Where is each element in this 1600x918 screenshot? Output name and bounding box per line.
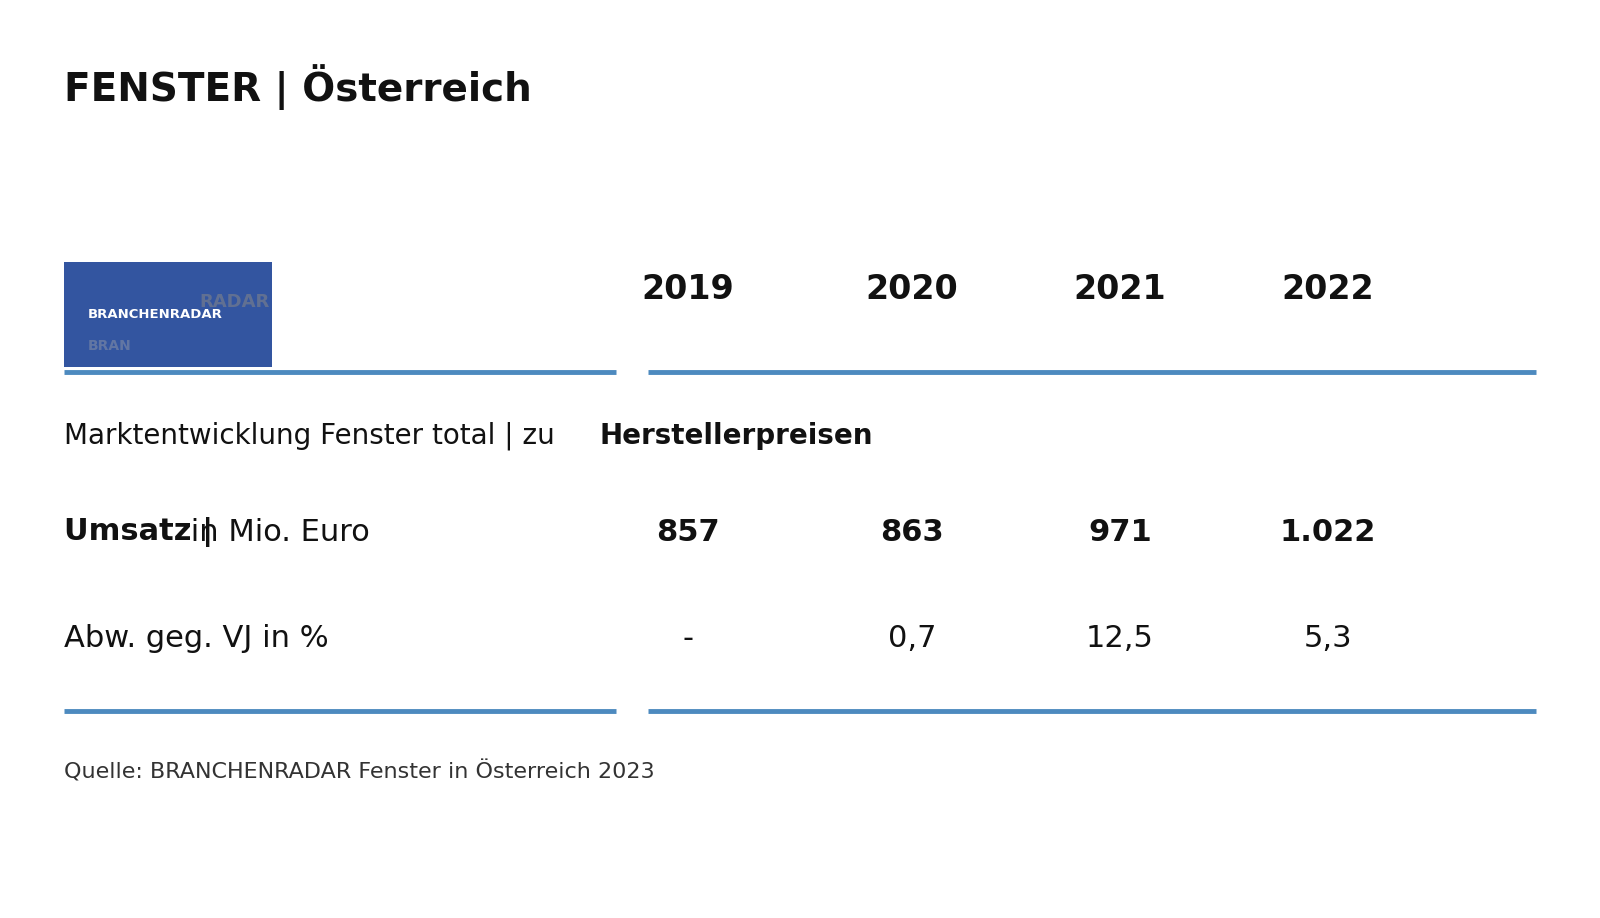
Text: in Mio. Euro: in Mio. Euro — [181, 518, 370, 547]
Text: Umsatz |: Umsatz | — [64, 518, 213, 547]
FancyBboxPatch shape — [64, 262, 272, 367]
Text: Abw. geg. VJ in %: Abw. geg. VJ in % — [64, 623, 328, 653]
Text: 1.022: 1.022 — [1280, 518, 1376, 547]
Text: 971: 971 — [1088, 518, 1152, 547]
Text: 2019: 2019 — [642, 273, 734, 306]
Text: FENSTER | Österreich: FENSTER | Österreich — [64, 64, 531, 110]
Text: Herstellerpreisen: Herstellerpreisen — [600, 422, 874, 450]
Text: -: - — [683, 623, 693, 653]
Text: 2022: 2022 — [1282, 273, 1374, 306]
Text: 857: 857 — [656, 518, 720, 547]
Text: 2020: 2020 — [866, 273, 958, 306]
Text: RADAR: RADAR — [200, 293, 270, 311]
Text: Quelle: BRANCHENRADAR Fenster in Österreich 2023: Quelle: BRANCHENRADAR Fenster in Österre… — [64, 760, 654, 782]
Text: 863: 863 — [880, 518, 944, 547]
Text: 0,7: 0,7 — [888, 623, 936, 653]
Text: 5,3: 5,3 — [1304, 623, 1352, 653]
Text: BRAN: BRAN — [88, 339, 131, 353]
Text: 12,5: 12,5 — [1086, 623, 1154, 653]
Text: BRANCHENRADAR: BRANCHENRADAR — [88, 308, 222, 321]
Text: 2021: 2021 — [1074, 273, 1166, 306]
Text: Marktentwicklung Fenster total | zu: Marktentwicklung Fenster total | zu — [64, 421, 563, 451]
